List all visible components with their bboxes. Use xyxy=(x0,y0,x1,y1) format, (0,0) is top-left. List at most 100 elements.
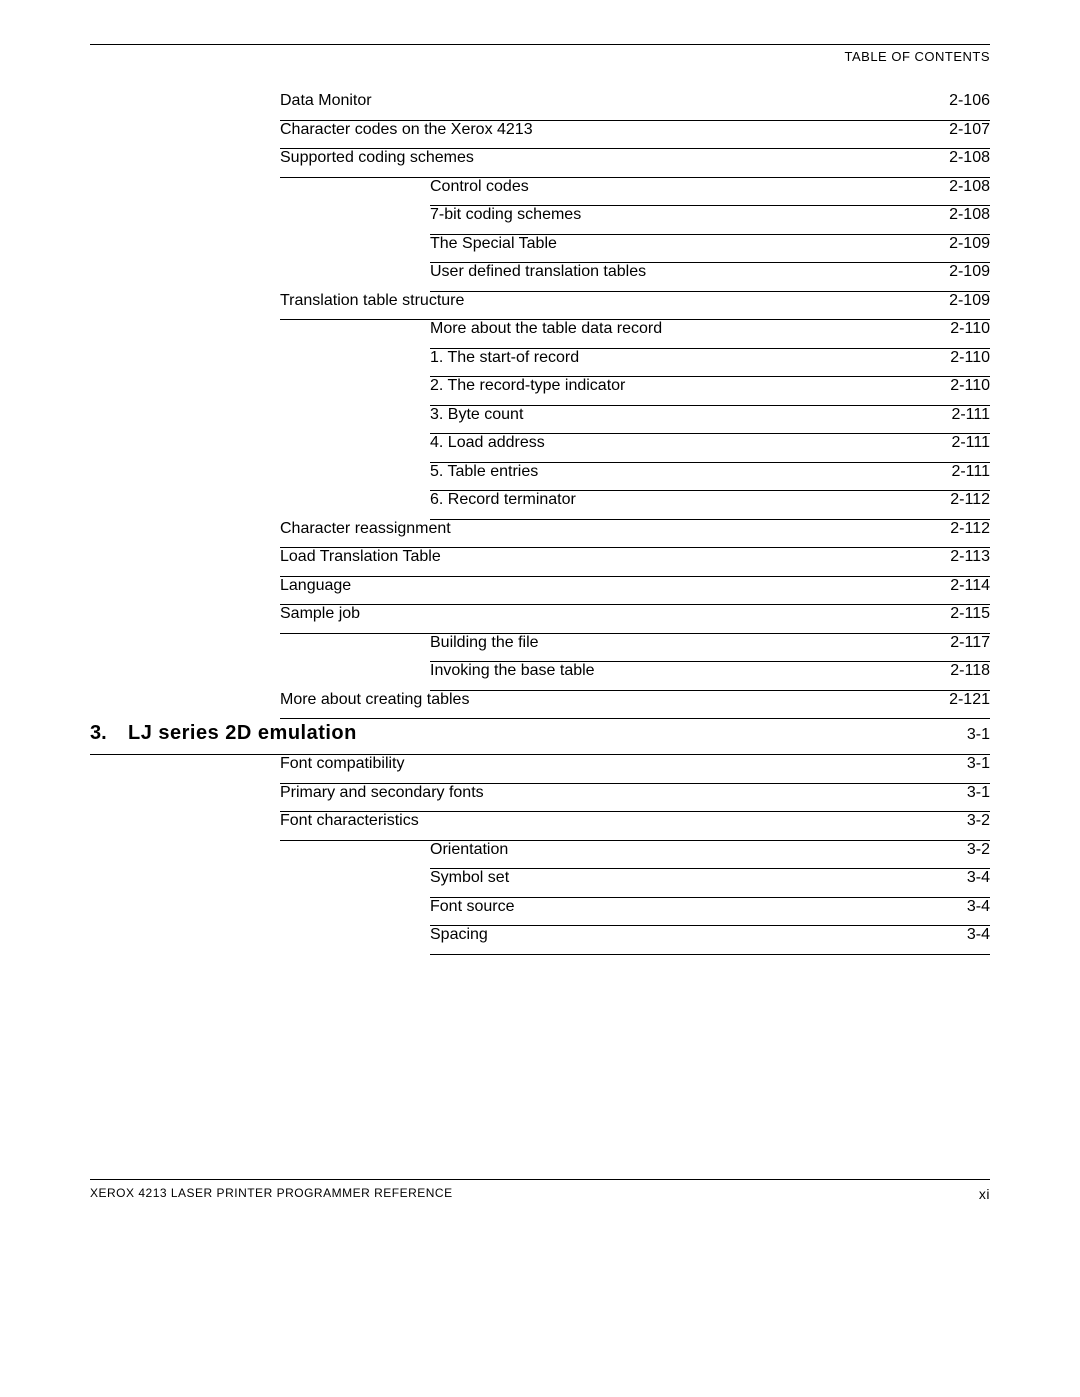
toc-row: Sample job2-115 xyxy=(280,605,990,634)
toc-label: Load Translation Table xyxy=(280,548,930,566)
toc-page: 3-2 xyxy=(947,841,990,859)
toc-row: Orientation3-2 xyxy=(430,841,990,870)
toc-row: Font source3-4 xyxy=(430,898,990,927)
header-rule xyxy=(90,44,990,45)
toc-page: 2-108 xyxy=(929,149,990,167)
toc-page: 2-109 xyxy=(929,292,990,310)
toc-row: 2. The record-type indicator2-110 xyxy=(430,377,990,406)
toc-row: 7-bit coding schemes2-108 xyxy=(430,206,990,235)
toc-chapter-section: Font compatibility3-1Primary and seconda… xyxy=(90,755,990,955)
toc-page: 2-106 xyxy=(929,92,990,110)
toc-row: Supported coding schemes2-108 xyxy=(280,149,990,178)
toc-row: Language2-114 xyxy=(280,577,990,606)
toc-row: Font characteristics3-2 xyxy=(280,812,990,841)
toc-page: 2-108 xyxy=(929,206,990,224)
toc-row: User defined translation tables2-109 xyxy=(430,263,990,292)
toc-page: 2-114 xyxy=(930,577,990,595)
chapter-page: 3-1 xyxy=(967,726,990,744)
toc-label: Primary and secondary fonts xyxy=(280,784,947,802)
header-title: TABLE OF CONTENTS xyxy=(90,49,990,64)
toc-page: 2-110 xyxy=(930,349,990,367)
toc-page: 2-112 xyxy=(930,520,990,538)
toc-row: 3. Byte count2-111 xyxy=(430,406,990,435)
toc-label: More about the table data record xyxy=(430,320,930,338)
toc-row: More about the table data record2-110 xyxy=(430,320,990,349)
chapter-number: 3. xyxy=(90,722,128,745)
toc-label: Building the file xyxy=(430,634,930,652)
toc-label: Orientation xyxy=(430,841,947,859)
toc-page: 2-109 xyxy=(929,235,990,253)
toc-row: Load Translation Table2-113 xyxy=(280,548,990,577)
toc-label: User defined translation tables xyxy=(430,263,929,281)
toc-section: Data Monitor2-106Character codes on the … xyxy=(90,92,990,719)
toc-label: Control codes xyxy=(430,178,929,196)
toc-label: Font compatibility xyxy=(280,755,947,773)
toc-row: Building the file2-117 xyxy=(430,634,990,663)
toc-label: Font source xyxy=(430,898,947,916)
toc-page: 2-117 xyxy=(930,634,990,652)
toc-row: Character reassignment2-112 xyxy=(280,520,990,549)
page: TABLE OF CONTENTS Data Monitor2-106Chara… xyxy=(0,0,1080,1397)
toc-row: 5. Table entries2-111 xyxy=(430,463,990,492)
toc-page: 2-115 xyxy=(930,605,990,623)
toc-page: 3-4 xyxy=(947,869,990,887)
toc-label: 2. The record-type indicator xyxy=(430,377,930,395)
toc-row: Invoking the base table2-118 xyxy=(430,662,990,691)
toc-row: Data Monitor2-106 xyxy=(280,92,990,121)
toc-label: Symbol set xyxy=(430,869,947,887)
toc-label: 5. Table entries xyxy=(430,463,931,481)
chapter-title: LJ series 2D emulation xyxy=(128,722,967,745)
toc-page: 2-112 xyxy=(930,491,990,509)
toc-label: More about creating tables xyxy=(280,691,929,709)
toc-row: Translation table structure2-109 xyxy=(280,292,990,321)
toc-page: 2-118 xyxy=(930,662,990,680)
toc-label: Sample job xyxy=(280,605,930,623)
toc-page: 2-121 xyxy=(929,691,990,709)
toc-page: 2-113 xyxy=(930,548,990,566)
toc-row: Font compatibility3-1 xyxy=(280,755,990,784)
toc-page: 2-110 xyxy=(930,377,990,395)
toc-label: 1. The start-of record xyxy=(430,349,930,367)
toc-label: Invoking the base table xyxy=(430,662,930,680)
toc-page: 3-1 xyxy=(947,784,990,802)
toc-page: 3-1 xyxy=(947,755,990,773)
toc-label: Translation table structure xyxy=(280,292,929,310)
toc-page: 3-2 xyxy=(947,812,990,830)
toc-page: 2-111 xyxy=(931,434,990,452)
footer-right: xi xyxy=(979,1186,990,1202)
chapter-row: 3. LJ series 2D emulation 3-1 xyxy=(90,722,990,755)
toc-label: Character reassignment xyxy=(280,520,930,538)
footer: XEROX 4213 LASER PRINTER PROGRAMMER REFE… xyxy=(90,1179,990,1202)
toc-label: 6. Record terminator xyxy=(430,491,930,509)
toc-label: Font characteristics xyxy=(280,812,947,830)
toc-row: Spacing3-4 xyxy=(430,926,990,955)
toc-label: 4. Load address xyxy=(430,434,931,452)
toc-label: Spacing xyxy=(430,926,947,944)
toc-row: 4. Load address2-111 xyxy=(430,434,990,463)
toc-page: 2-111 xyxy=(931,406,990,424)
toc-page: 3-4 xyxy=(947,926,990,944)
toc-row: Character codes on the Xerox 42132-107 xyxy=(280,121,990,150)
toc-label: Supported coding schemes xyxy=(280,149,929,167)
toc-page: 2-110 xyxy=(930,320,990,338)
toc-page: 2-111 xyxy=(931,463,990,481)
toc-label: 3. Byte count xyxy=(430,406,931,424)
toc-row: Symbol set3-4 xyxy=(430,869,990,898)
toc-page: 2-109 xyxy=(929,263,990,281)
toc-row: Primary and secondary fonts3-1 xyxy=(280,784,990,813)
footer-rule xyxy=(90,1179,990,1180)
toc-row: More about creating tables2-121 xyxy=(280,691,990,720)
toc-row: The Special Table2-109 xyxy=(430,235,990,264)
toc-row: Control codes2-108 xyxy=(430,178,990,207)
toc-label: 7-bit coding schemes xyxy=(430,206,929,224)
toc-page: 3-4 xyxy=(947,898,990,916)
toc-row: 6. Record terminator2-112 xyxy=(430,491,990,520)
toc-page: 2-107 xyxy=(929,121,990,139)
toc-page: 2-108 xyxy=(929,178,990,196)
footer-left: XEROX 4213 LASER PRINTER PROGRAMMER REFE… xyxy=(90,1186,979,1202)
toc-label: Character codes on the Xerox 4213 xyxy=(280,121,929,139)
toc-label: Language xyxy=(280,577,930,595)
toc-label: The Special Table xyxy=(430,235,929,253)
toc-row: 1. The start-of record2-110 xyxy=(430,349,990,378)
toc-label: Data Monitor xyxy=(280,92,929,110)
